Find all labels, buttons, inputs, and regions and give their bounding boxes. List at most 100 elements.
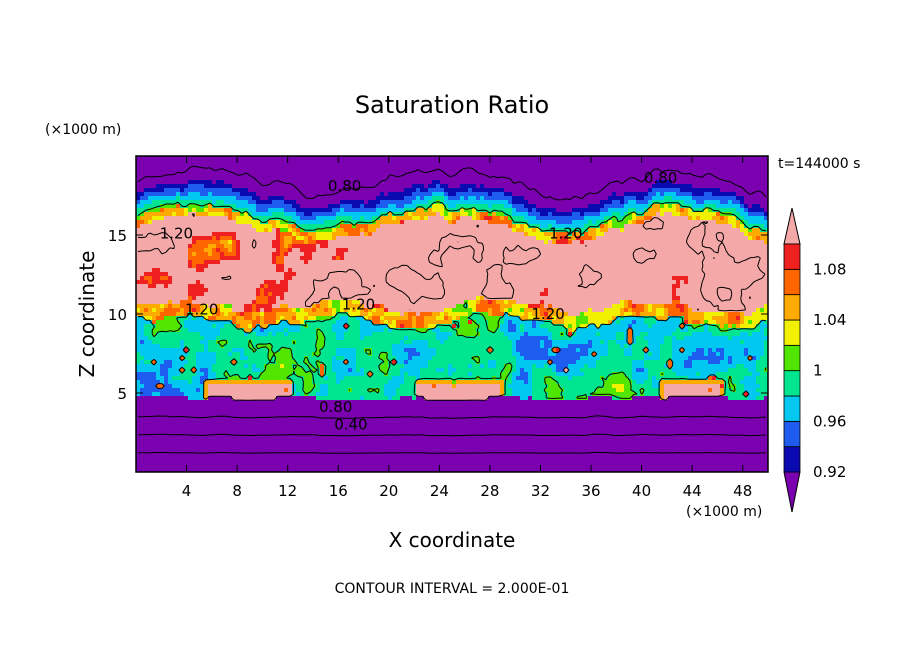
field-cell — [280, 280, 289, 285]
field-cell — [608, 344, 621, 349]
field-cell — [600, 228, 609, 233]
field-cell — [316, 384, 321, 389]
field-cell — [384, 328, 389, 333]
field-cell — [284, 292, 541, 297]
field-cell — [272, 244, 281, 249]
field-cell — [432, 384, 437, 389]
field-cell — [164, 308, 181, 313]
field-cell — [696, 200, 705, 205]
colorbar-label: 0.92 — [813, 463, 846, 481]
field-cell — [340, 220, 345, 225]
field-cell — [540, 212, 549, 217]
field-cell — [760, 236, 768, 241]
field-cell — [536, 324, 541, 329]
field-cell — [432, 312, 441, 317]
field-cell — [676, 304, 685, 309]
field-cell — [568, 376, 573, 381]
field-cell — [652, 380, 661, 385]
field-cell — [192, 316, 197, 321]
field-cell — [652, 384, 661, 389]
field-cell — [544, 300, 621, 305]
field-cell — [616, 340, 629, 345]
field-cell — [592, 344, 609, 349]
field-cell — [388, 308, 445, 313]
field-cell — [452, 324, 457, 329]
field-cell — [636, 340, 649, 345]
field-cell — [416, 380, 453, 385]
field-cell — [196, 352, 217, 357]
field-cell — [688, 316, 705, 321]
field-cell — [136, 240, 193, 245]
field-cell — [468, 316, 485, 321]
field-cell — [232, 352, 241, 357]
field-cell — [372, 220, 377, 225]
field-cell — [552, 336, 573, 341]
field-cell — [288, 248, 293, 253]
field-cell — [152, 200, 213, 205]
field-cell — [228, 312, 237, 317]
field-cell — [220, 332, 245, 337]
field-cell — [488, 300, 493, 305]
field-cell — [232, 304, 245, 309]
field-cell — [176, 196, 181, 201]
field-cell — [360, 324, 389, 329]
field-cell — [756, 380, 768, 385]
field-cell — [240, 352, 245, 357]
field-cell — [176, 192, 181, 197]
field-cell — [296, 340, 317, 345]
field-cell — [380, 200, 413, 205]
field-cell — [408, 212, 413, 217]
field-cell — [660, 208, 677, 213]
y-unit-label: (×1000 m) — [45, 122, 121, 138]
field-cell — [136, 208, 149, 213]
field-cell — [232, 212, 241, 217]
field-cell — [548, 240, 553, 245]
field-cell — [552, 224, 585, 229]
field-cell — [632, 300, 673, 305]
field-cell — [668, 204, 673, 209]
field-cell — [352, 204, 361, 209]
field-cell — [304, 356, 309, 361]
field-cell — [428, 188, 445, 193]
field-cell — [140, 200, 153, 205]
field-cell — [612, 304, 625, 309]
field-cell — [256, 304, 273, 309]
field-cell — [192, 308, 197, 313]
field-cell — [520, 224, 525, 229]
field-cell — [616, 320, 621, 325]
field-cell — [548, 336, 553, 341]
field-cell — [744, 204, 749, 209]
field-cell — [648, 304, 653, 309]
field-cell — [564, 388, 597, 393]
field-cell — [712, 216, 721, 221]
field-cell — [248, 376, 253, 381]
field-cell — [532, 376, 545, 381]
field-cell — [680, 296, 768, 301]
field-cell — [748, 228, 753, 233]
field-cell — [248, 356, 269, 361]
field-cell — [252, 340, 293, 345]
field-cell — [312, 212, 337, 217]
field-cell — [388, 372, 401, 377]
field-cell — [152, 220, 237, 225]
field-cell — [716, 376, 729, 381]
field-cell — [348, 312, 361, 317]
field-cell — [764, 224, 768, 229]
field-cell — [412, 320, 417, 325]
field-cell — [424, 216, 429, 221]
field-cell — [544, 380, 557, 385]
field-cell — [536, 208, 557, 213]
field-cell — [592, 308, 605, 313]
field-cell — [532, 392, 549, 397]
field-cell — [628, 300, 633, 305]
field-cell — [556, 232, 569, 237]
colorbar-extend-bottom — [783, 471, 801, 513]
field-cell — [452, 212, 461, 217]
field-cell — [400, 372, 405, 377]
field-cell — [304, 384, 317, 389]
field-cell — [624, 224, 733, 229]
field-cell — [448, 212, 453, 217]
field-cell — [752, 320, 761, 325]
x-unit-label: (×1000 m) — [686, 504, 762, 520]
field-cell — [628, 340, 633, 345]
